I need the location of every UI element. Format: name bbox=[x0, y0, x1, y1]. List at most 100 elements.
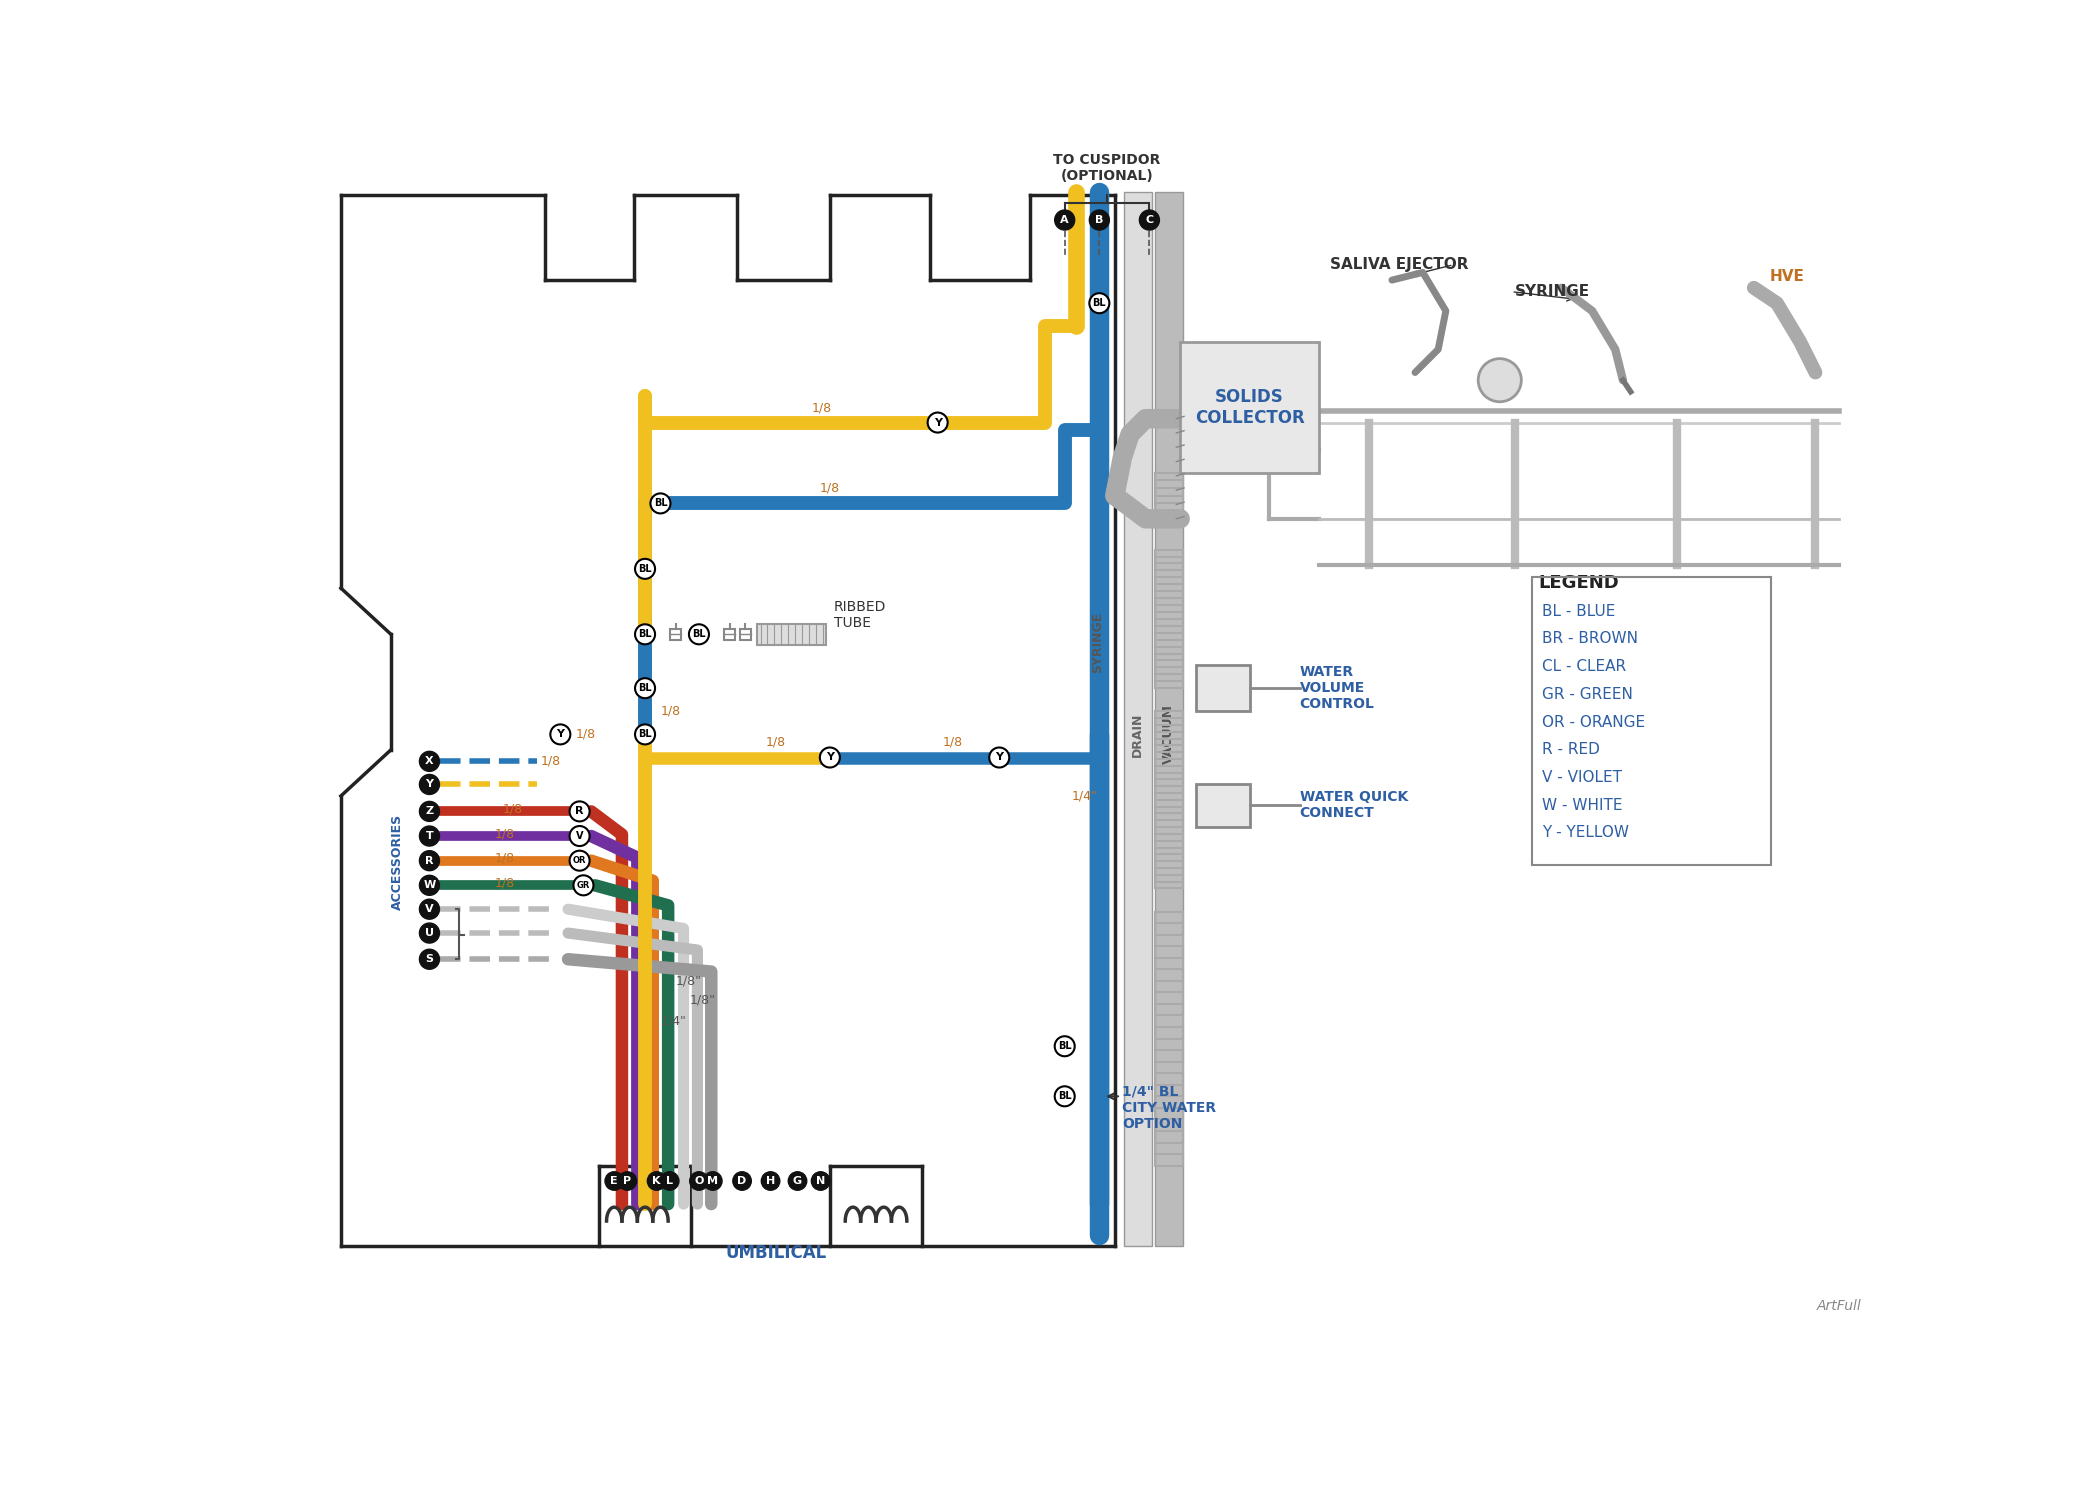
Text: GR: GR bbox=[578, 880, 590, 890]
Text: 1/8: 1/8 bbox=[542, 754, 561, 768]
Bar bbox=[1155, 192, 1182, 1246]
Text: 1/4": 1/4" bbox=[659, 1014, 687, 1028]
Text: BL: BL bbox=[638, 630, 651, 639]
Text: T: T bbox=[426, 831, 433, 842]
Circle shape bbox=[651, 494, 670, 513]
Text: BL: BL bbox=[638, 682, 651, 693]
Text: ArtFull: ArtFull bbox=[1816, 1299, 1863, 1314]
Circle shape bbox=[550, 724, 571, 744]
Text: WATER
VOLUME
CONTROL: WATER VOLUME CONTROL bbox=[1300, 664, 1373, 711]
Circle shape bbox=[569, 850, 590, 870]
Circle shape bbox=[1054, 1086, 1075, 1107]
Circle shape bbox=[1090, 292, 1109, 314]
Circle shape bbox=[420, 850, 439, 870]
Circle shape bbox=[634, 560, 655, 579]
Text: CL - CLEAR: CL - CLEAR bbox=[1541, 658, 1625, 674]
Bar bbox=[756, 624, 825, 645]
Text: SALIVA EJECTOR: SALIVA EJECTOR bbox=[1331, 256, 1468, 272]
Text: DRAIN: DRAIN bbox=[1132, 712, 1144, 756]
Text: K: K bbox=[653, 1176, 662, 1186]
Text: R: R bbox=[575, 807, 584, 816]
Text: 1/4": 1/4" bbox=[1071, 789, 1098, 802]
Text: Y - YELLOW: Y - YELLOW bbox=[1541, 825, 1630, 840]
Text: OR: OR bbox=[573, 856, 586, 865]
Text: BR - BROWN: BR - BROWN bbox=[1541, 632, 1638, 646]
Circle shape bbox=[605, 1172, 624, 1190]
Text: O: O bbox=[695, 1176, 704, 1186]
Text: P: P bbox=[624, 1176, 632, 1186]
Circle shape bbox=[689, 1172, 708, 1190]
Text: E: E bbox=[611, 1176, 617, 1186]
Text: H: H bbox=[766, 1176, 775, 1186]
Text: HVE: HVE bbox=[1768, 268, 1804, 284]
Text: ACCESSORIES: ACCESSORIES bbox=[391, 813, 403, 909]
Text: 1/8": 1/8" bbox=[689, 993, 716, 1006]
Circle shape bbox=[989, 747, 1010, 768]
Bar bbox=[1124, 192, 1151, 1246]
Text: Y: Y bbox=[825, 753, 834, 762]
Circle shape bbox=[420, 752, 439, 771]
Circle shape bbox=[420, 898, 439, 920]
Text: WATER QUICK
CONNECT: WATER QUICK CONNECT bbox=[1300, 790, 1407, 820]
Text: L: L bbox=[666, 1176, 674, 1186]
Text: C: C bbox=[1144, 214, 1153, 225]
Text: UMBILICAL: UMBILICAL bbox=[724, 1244, 827, 1262]
Text: SYRINGE: SYRINGE bbox=[1516, 284, 1590, 298]
Text: N: N bbox=[817, 1176, 825, 1186]
Circle shape bbox=[811, 1172, 830, 1190]
Circle shape bbox=[420, 801, 439, 822]
Circle shape bbox=[733, 1172, 752, 1190]
Text: Y: Y bbox=[934, 417, 941, 428]
Text: M: M bbox=[708, 1176, 718, 1186]
Text: 1/8: 1/8 bbox=[496, 852, 514, 865]
Text: SYRINGE: SYRINGE bbox=[1092, 612, 1105, 672]
Bar bbox=[1195, 784, 1250, 826]
Text: S: S bbox=[426, 954, 433, 964]
Text: D: D bbox=[737, 1176, 748, 1186]
Circle shape bbox=[634, 678, 655, 698]
Circle shape bbox=[659, 1172, 678, 1190]
Text: U: U bbox=[424, 928, 435, 938]
Text: 1/8: 1/8 bbox=[943, 735, 964, 748]
Text: BL: BL bbox=[1058, 1092, 1071, 1101]
Circle shape bbox=[569, 801, 590, 822]
Text: G: G bbox=[794, 1176, 802, 1186]
Text: 1/8: 1/8 bbox=[575, 728, 596, 741]
Bar bbox=[724, 628, 735, 639]
Text: Y: Y bbox=[556, 729, 565, 740]
Text: A: A bbox=[1060, 214, 1069, 225]
Bar bbox=[1180, 342, 1319, 472]
Text: RIBBED
TUBE: RIBBED TUBE bbox=[834, 600, 886, 630]
Circle shape bbox=[1054, 1036, 1075, 1056]
Text: V: V bbox=[424, 904, 435, 914]
Circle shape bbox=[689, 624, 710, 645]
Text: BL: BL bbox=[653, 498, 668, 508]
Text: 1/8: 1/8 bbox=[496, 876, 514, 890]
Circle shape bbox=[928, 413, 947, 432]
Text: 1/8: 1/8 bbox=[496, 827, 514, 840]
Circle shape bbox=[420, 876, 439, 896]
Text: TO CUSPIDOR
(OPTIONAL): TO CUSPIDOR (OPTIONAL) bbox=[1054, 153, 1161, 183]
Text: Y: Y bbox=[426, 780, 433, 789]
Text: SOLIDS
COLLECTOR: SOLIDS COLLECTOR bbox=[1195, 388, 1304, 426]
Text: 1/8: 1/8 bbox=[819, 482, 840, 494]
Circle shape bbox=[704, 1172, 722, 1190]
Circle shape bbox=[569, 827, 590, 846]
Circle shape bbox=[819, 747, 840, 768]
Circle shape bbox=[762, 1172, 779, 1190]
Text: BL: BL bbox=[1092, 298, 1107, 307]
Text: 1/8": 1/8" bbox=[676, 975, 701, 987]
Text: 1/8: 1/8 bbox=[502, 802, 523, 816]
Text: BL: BL bbox=[1058, 1041, 1071, 1052]
Text: X: X bbox=[424, 756, 435, 766]
Text: Z: Z bbox=[426, 807, 433, 816]
Circle shape bbox=[1478, 358, 1520, 402]
Text: R - RED: R - RED bbox=[1541, 742, 1600, 758]
Circle shape bbox=[634, 624, 655, 645]
Circle shape bbox=[1090, 210, 1109, 230]
Circle shape bbox=[1140, 210, 1159, 230]
Circle shape bbox=[573, 876, 594, 896]
Circle shape bbox=[420, 950, 439, 969]
Circle shape bbox=[647, 1172, 666, 1190]
Bar bbox=[1533, 576, 1770, 864]
